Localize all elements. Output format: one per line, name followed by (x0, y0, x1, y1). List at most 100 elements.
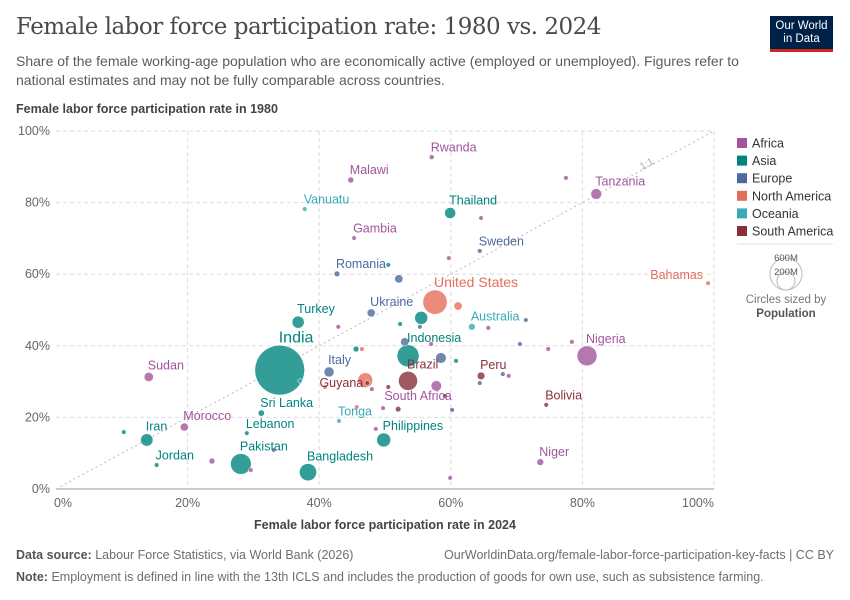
data-label: Indonesia (407, 331, 461, 345)
note-text: Employment is defined in line with the 1… (51, 570, 764, 584)
data-label: United States (434, 274, 518, 290)
note: Note: Employment is defined in line with… (16, 570, 764, 584)
legend-swatch-north-america (737, 190, 747, 201)
data-point-lebanon (244, 430, 250, 436)
data-point-jordan (154, 462, 160, 468)
data-label: Iran (146, 420, 168, 434)
data-point-united-states (422, 289, 448, 315)
data-label: Italy (328, 353, 352, 367)
data-point (394, 274, 404, 284)
data-label: Australia (471, 309, 520, 323)
data-label: Rwanda (431, 141, 477, 155)
data-label: Malawi (350, 163, 389, 177)
legend-label: South America (752, 225, 833, 239)
data-point-australia (468, 323, 476, 331)
data-point-south-africa (430, 380, 442, 392)
data-label: Ukraine (370, 295, 413, 309)
source-url[interactable]: OurWorldinData.org/female-labor-force-pa… (444, 548, 834, 562)
data-label: Tonga (338, 405, 372, 419)
legend-swatch-asia (737, 155, 747, 166)
legend-swatch-south-america (737, 226, 747, 236)
y-tick-label: 0% (32, 482, 50, 496)
x-tick-label: 20% (175, 496, 200, 510)
legend-label: Asia (752, 154, 776, 168)
data-point (478, 215, 484, 221)
data-label: Lebanon (246, 417, 295, 431)
data-point-iran (140, 433, 154, 447)
data-point-tanzania (590, 188, 602, 200)
x-tick-label: 40% (307, 496, 332, 510)
data-point (446, 255, 452, 261)
note-label: Note: (16, 570, 48, 584)
data-label: Guyana (319, 376, 363, 390)
legend-label: North America (752, 189, 831, 203)
x-tick-label: 80% (570, 496, 595, 510)
data-point (453, 358, 459, 364)
data-point (121, 429, 127, 435)
data-point-bahamas (705, 280, 711, 286)
x-tick-label: 0% (54, 496, 72, 510)
data-point (385, 384, 391, 390)
data-point-thailand (444, 207, 456, 219)
owid-logo[interactable]: Our World in Data (770, 16, 833, 52)
y-tick-label: 60% (25, 267, 50, 281)
data-point-rwanda (429, 154, 435, 160)
data-point (395, 406, 402, 413)
data-point (335, 324, 341, 330)
data-point-brazil (398, 371, 418, 391)
data-label: Peru (480, 358, 506, 372)
data-label: South Africa (384, 389, 451, 403)
data-point (545, 346, 551, 352)
x-tick-label: 60% (438, 496, 463, 510)
data-point-malawi (347, 176, 355, 184)
data-point (447, 475, 453, 481)
data-label: Sri Lanka (260, 396, 313, 410)
data-point-nigeria (576, 345, 598, 367)
data-label: Turkey (297, 302, 335, 316)
data-label: Sudan (148, 358, 184, 372)
data-label: Nigeria (586, 332, 626, 346)
data-label: Thailand (449, 193, 497, 207)
data-point-bangladesh (299, 463, 317, 482)
legend-label: Europe (752, 172, 792, 186)
legend-label: Africa (752, 137, 784, 151)
data-label: Pakistan (240, 440, 288, 454)
x-axis-title: Female labor force participation rate in… (254, 518, 516, 532)
data-point (271, 447, 277, 453)
data-point-turkey (291, 315, 305, 329)
data-label: Bahamas (650, 268, 703, 282)
data-point (506, 373, 512, 379)
data-point (385, 262, 391, 268)
data-point (414, 311, 428, 325)
data-label: Jordan (156, 449, 194, 463)
data-point (442, 393, 448, 399)
data-point-niger (536, 458, 544, 466)
size-legend-label: 600M (774, 253, 798, 264)
data-source: Data source: Labour Force Statistics, vi… (16, 548, 353, 562)
data-point (563, 175, 569, 181)
data-point (485, 325, 491, 331)
data-point-indonesia (396, 344, 420, 368)
source-label: Data source: (16, 548, 92, 562)
data-point-gambia (351, 235, 357, 241)
y-tick-label: 80% (25, 196, 50, 210)
data-point-peru (477, 371, 486, 380)
y-axis-title: Female labor force participation rate in… (16, 102, 278, 116)
data-label: Romania (336, 257, 386, 271)
data-point (322, 384, 328, 390)
data-label: Bangladesh (307, 450, 373, 464)
data-point-italy (323, 366, 335, 378)
data-point (397, 321, 403, 327)
data-point-guyana (364, 380, 370, 386)
legend-swatch-oceania (737, 208, 747, 219)
source-text[interactable]: Labour Force Statistics, via World Bank … (95, 548, 354, 562)
data-point (449, 407, 455, 413)
data-point-bolivia (543, 402, 549, 408)
data-label: Niger (539, 445, 569, 459)
data-point (354, 404, 360, 410)
data-point (453, 301, 463, 311)
data-point (208, 457, 216, 465)
chart-subtitle: Share of the female working-age populati… (16, 53, 739, 88)
data-point (359, 346, 365, 352)
